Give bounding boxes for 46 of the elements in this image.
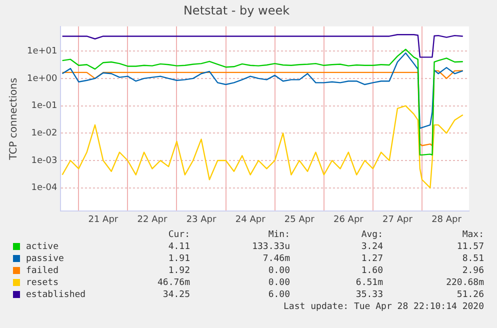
text: 2.96: [462, 266, 484, 276]
text: 6.51m: [356, 278, 383, 288]
legend-label: passive: [25, 254, 64, 264]
x-tick-label: 28 Apr: [432, 214, 462, 225]
y-tick-label: 1e+00: [26, 74, 58, 84]
text: 1.60: [361, 266, 383, 276]
legend-label: established: [25, 290, 86, 300]
text: 8.51: [462, 254, 484, 264]
y-tick-label: 1e+01: [26, 46, 58, 56]
x-tick-label: 26 Apr: [333, 214, 364, 225]
text: 0.00: [268, 266, 290, 276]
y-tick-label: 1e-03: [31, 156, 58, 166]
text: Max:: [462, 230, 484, 240]
chart-title: Netstat - by week: [183, 3, 290, 18]
text: 46.76m: [157, 278, 190, 288]
text: Cur:: [168, 230, 190, 240]
text: 133.33u: [252, 242, 290, 252]
text: 220.68m: [446, 278, 484, 288]
text: 0.00: [268, 278, 290, 288]
text: 35.33: [356, 290, 383, 300]
x-tick-label: 23 Apr: [186, 214, 217, 225]
text: 1.92: [168, 266, 190, 276]
text: 3.24: [361, 242, 383, 252]
text: 7.46m: [262, 254, 290, 264]
text: 51.26: [456, 290, 484, 300]
text: 1.91: [168, 254, 190, 264]
text: 1.27: [361, 254, 383, 264]
y-tick-label: 1e-04: [31, 183, 58, 194]
text: Min:: [268, 230, 290, 240]
y-tick-label: 1e-01: [31, 101, 58, 112]
legend-label: resets: [25, 278, 59, 288]
text: 34.25: [162, 290, 190, 300]
legend-label: failed: [25, 266, 59, 276]
y-tick-label: 1e-02: [31, 128, 58, 138]
text: Last update: Tue Apr 28 22:10:14 2020: [284, 302, 484, 312]
x-tick-label: 22 Apr: [137, 214, 168, 225]
text: 6.00: [268, 290, 290, 300]
text: Avg:: [361, 230, 383, 240]
x-tick-label: 25 Apr: [284, 214, 315, 225]
text: 11.57: [456, 242, 484, 252]
x-tick-label: 24 Apr: [235, 214, 266, 225]
x-tick-label: 21 Apr: [88, 214, 118, 225]
y-axis-title: TCP connections: [8, 78, 20, 161]
text: 4.11: [168, 242, 190, 252]
x-tick-label: 27 Apr: [382, 214, 413, 225]
legend-label: active: [25, 242, 59, 252]
